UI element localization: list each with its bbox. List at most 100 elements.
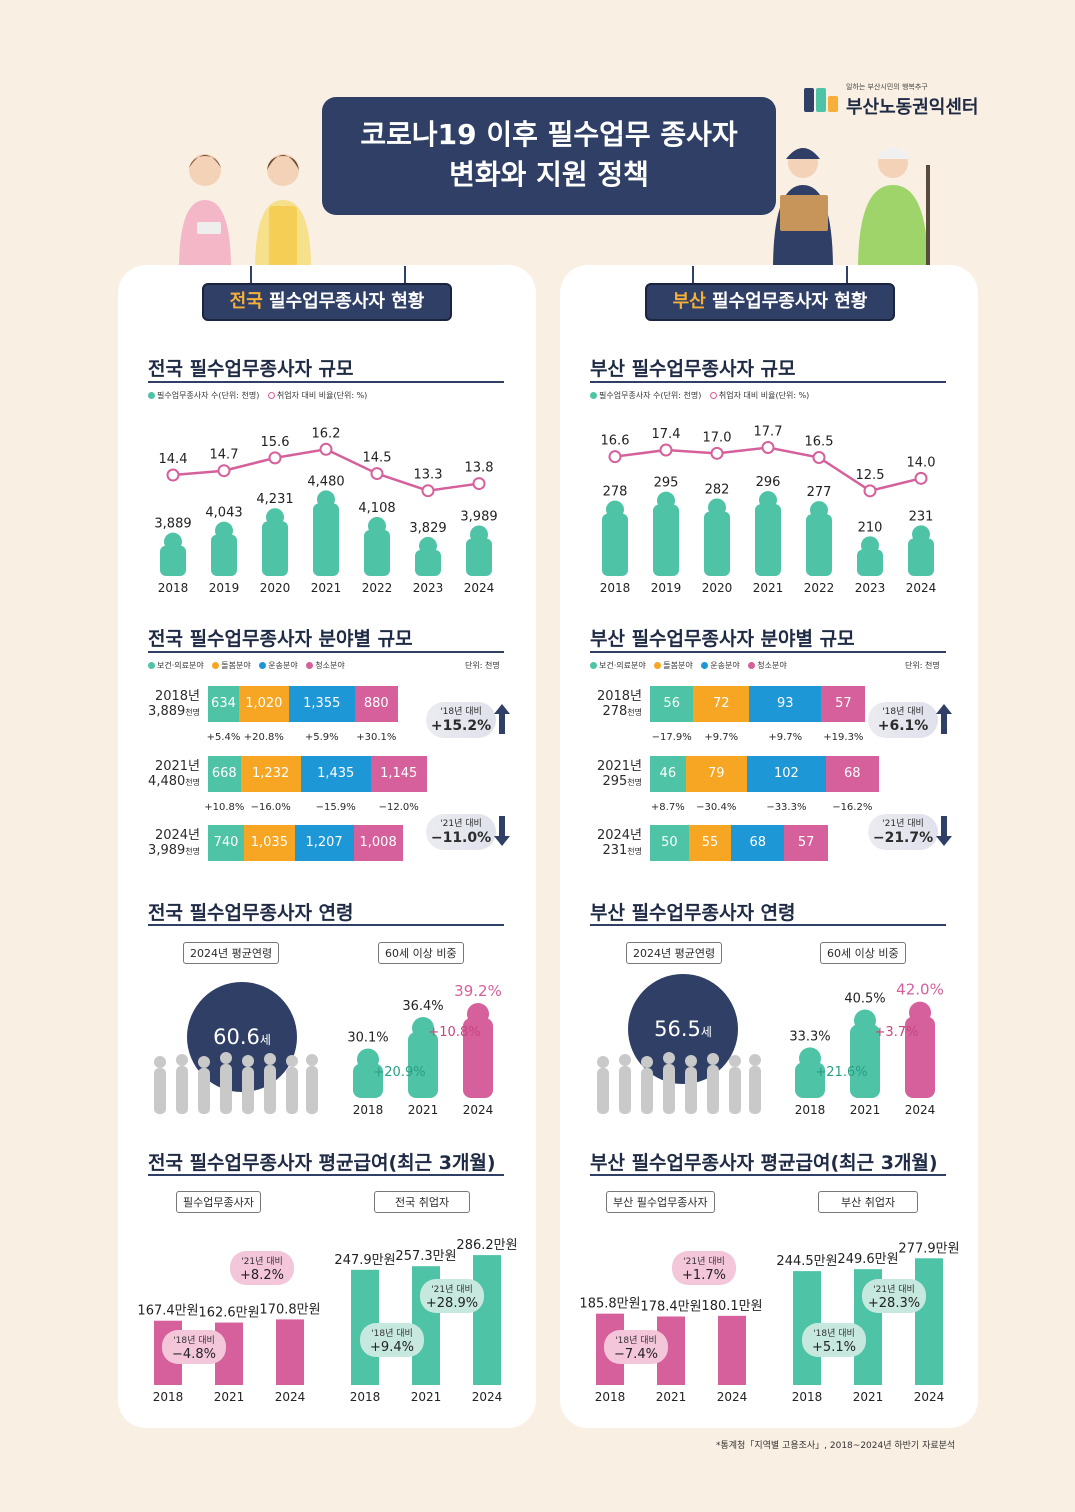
arrow-down-icon xyxy=(936,816,952,846)
busan-field-title: 부산 필수업무종사자 분야별 규모 xyxy=(590,628,855,650)
bar-value-label: 3,989 xyxy=(460,510,497,525)
national-age-chip: 2024년 평균연령 xyxy=(183,942,280,964)
ratio-point xyxy=(217,464,231,478)
row-label: 2021년 4,480천명 xyxy=(130,759,200,790)
ratio-label: 16.2 xyxy=(312,426,341,441)
x-tick-label: 2020 xyxy=(702,581,733,595)
bar xyxy=(466,538,492,576)
row-total: 231천명 xyxy=(602,843,642,858)
x-tick-label: 2018 xyxy=(153,1390,184,1404)
x-tick-label: 2021 xyxy=(850,1103,881,1117)
bar-value-label: 3,889 xyxy=(154,517,191,532)
ratio-label: 13.3 xyxy=(414,468,443,483)
stack-segment: 1,008 xyxy=(353,825,403,861)
busan-scale-chart: 278 2018 295 2019 282 2020 296 2021 277 2022 210 20… xyxy=(600,425,937,596)
busan-wage-title: 부산 필수업무종사자 평균급여(최근 3개월) xyxy=(590,1152,938,1174)
crowd-silhouette-icon xyxy=(154,1052,318,1114)
title-line-1: 코로나19 이후 필수업무 종사자 xyxy=(360,118,738,151)
badge-value: −4.8% xyxy=(172,1347,216,1362)
ratio-label: 14.4 xyxy=(159,452,188,467)
bar xyxy=(276,1319,304,1385)
national-age-title: 전국 필수업무종사자 연령 xyxy=(148,902,354,924)
badge-caption: '21년 대비 xyxy=(873,1284,915,1295)
footnote: *통계청「지역별 고용조사」, 2018~2024년 하반기 자료분석 xyxy=(716,1441,956,1451)
busan-wage-chip-right: 부산 취업자 xyxy=(818,1191,919,1213)
national-over60-chart: 30.1% 2018 36.4% 2021 39.2% 2024 +20.9% +10.8% xyxy=(347,982,501,1117)
row-total: 4,480천명 xyxy=(148,774,200,789)
row-label: 2024년 3,989천명 xyxy=(130,828,200,859)
x-tick-label: 2021 xyxy=(411,1390,442,1404)
national-age-value: 60.6 xyxy=(213,1025,260,1049)
section-rule xyxy=(148,1174,504,1176)
section-rule xyxy=(148,651,504,653)
bar-value-label: 295 xyxy=(654,476,679,491)
ratio-label: 17.0 xyxy=(703,430,732,445)
legend-dot-icon xyxy=(259,662,267,669)
ratio-point xyxy=(472,477,486,491)
bar-value-label: 296 xyxy=(756,475,781,490)
ratio-label: 16.5 xyxy=(805,435,834,450)
row-label: 2018년 278천명 xyxy=(572,689,642,720)
busan-wage-chart: 185.8만원 2018 178.4만원 2021 180.1만원 2024 '18년 대비… xyxy=(579,1241,959,1404)
stack-segment: 740 xyxy=(208,825,245,861)
ratio-point xyxy=(608,450,622,464)
x-tick-label: 2024 xyxy=(464,581,495,595)
national-wage-chart: 167.4만원 2018 162.6만원 2021 170.8만원 2024 '18년 대비… xyxy=(137,1238,517,1404)
stack-segment: 68 xyxy=(825,756,879,792)
bar-value-label: 40.5% xyxy=(844,992,885,1007)
national-field-legend: 보건·의료분야 돌봄분야 운송분야 청소분야 xyxy=(148,660,345,671)
badge-value: +8.2% xyxy=(240,1268,284,1283)
ratio-label: 17.4 xyxy=(652,427,681,442)
arrow-up-icon xyxy=(494,704,510,734)
bar xyxy=(806,514,832,576)
change-label: −30.4% xyxy=(696,802,737,813)
national-tag-highlight: 전국 xyxy=(229,291,263,312)
x-tick-label: 2024 xyxy=(914,1390,945,1404)
x-tick-label: 2018 xyxy=(350,1390,381,1404)
x-tick-label: 2019 xyxy=(651,581,682,595)
change-label: +20.9% xyxy=(373,1065,425,1080)
badge-caption: '18년 대비 xyxy=(813,1328,855,1339)
change-badge xyxy=(420,1279,484,1313)
change-badge xyxy=(230,1251,294,1285)
ratio-point xyxy=(319,442,333,456)
busan-scale-title: 부산 필수업무종사자 규모 xyxy=(590,358,796,380)
ratio-point xyxy=(812,451,826,464)
national-tag-text: 필수업무종사자 현황 xyxy=(262,291,425,312)
legend-dot-icon xyxy=(148,662,155,669)
x-tick-label: 2023 xyxy=(855,581,886,595)
person-icon xyxy=(590,392,597,399)
legend-label: 돌봄분야 xyxy=(221,661,251,670)
change-label: −33.3% xyxy=(766,802,807,813)
section-rule xyxy=(148,924,504,926)
legend-ratio-label: 취업자 대비 비율(단위: %) xyxy=(276,391,368,400)
logo-mark-icon xyxy=(804,88,838,112)
stack-segment: 880 xyxy=(354,686,398,722)
ratio-point xyxy=(761,441,775,454)
change-badge: '21년 대비 −21.7% xyxy=(868,814,938,850)
bar-value-label: 257.3만원 xyxy=(395,1249,456,1264)
bar-value-label: 244.5만원 xyxy=(776,1254,837,1269)
busan-age-title: 부산 필수업무종사자 연령 xyxy=(590,902,796,924)
stack-segment: 668 xyxy=(208,756,241,792)
bar xyxy=(602,513,628,576)
change-label: −15.9% xyxy=(315,802,356,813)
national-field-chart: 2018년 3,889천명 634 1,020 1,355 880 2021년 4,480천명… xyxy=(130,686,520,871)
legend-dot-icon xyxy=(701,662,709,669)
ratio-point xyxy=(914,471,928,485)
badge-value: +28.9% xyxy=(426,1296,478,1311)
logo-subtitle: 일하는 부산시민의 행복추구 xyxy=(846,83,928,91)
workers-left-illustration-icon xyxy=(179,154,311,270)
busan-panel-tag: 부산 필수업무종사자 현황 xyxy=(645,283,895,321)
badge-value: +9.4% xyxy=(370,1340,414,1355)
change-label: −16.2% xyxy=(832,802,873,813)
legend-label: 청소분야 xyxy=(315,661,345,670)
ratio-label: 14.5 xyxy=(363,451,392,466)
bar xyxy=(353,1063,383,1098)
change-badge: '18년 대비 +6.1% xyxy=(868,702,938,738)
badge-caption: '18년 대비 xyxy=(371,1328,413,1339)
ratio-point xyxy=(421,484,435,498)
connector-line xyxy=(404,266,406,294)
legend-label: 운송분야 xyxy=(268,661,298,670)
bar-value-label: 33.3% xyxy=(789,1029,830,1044)
